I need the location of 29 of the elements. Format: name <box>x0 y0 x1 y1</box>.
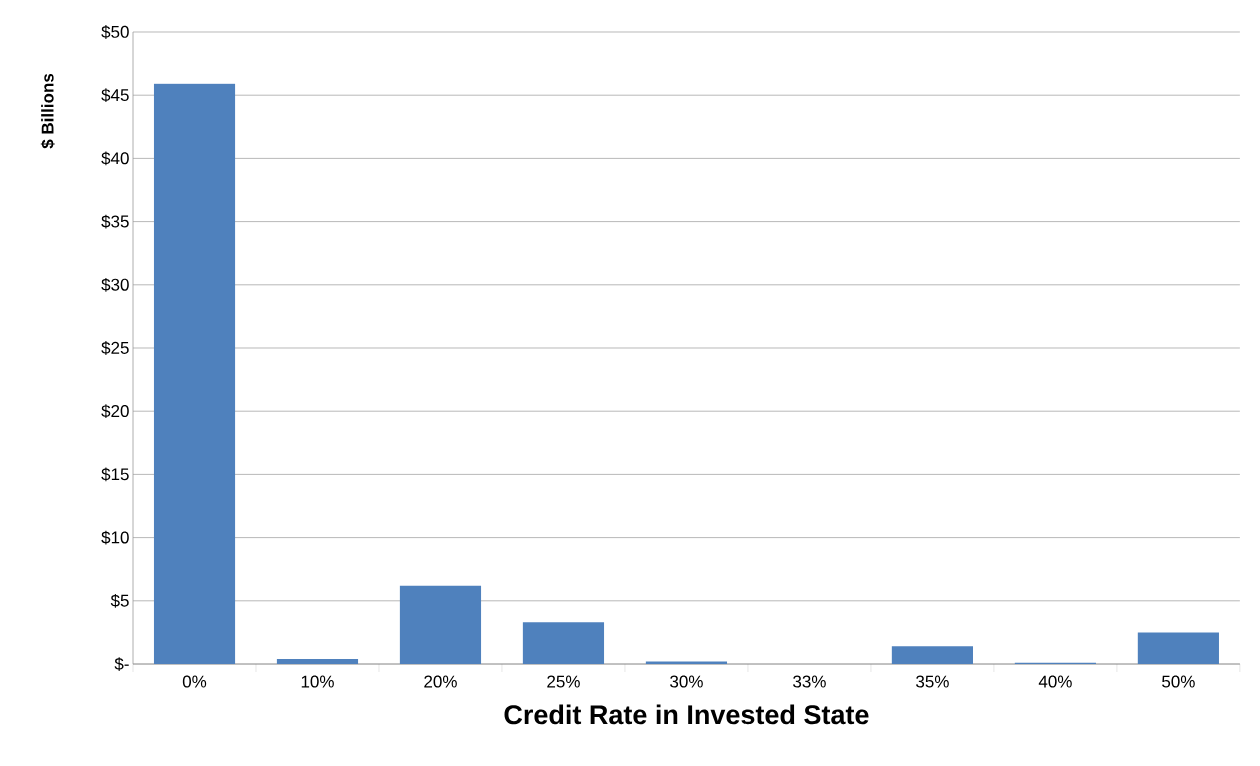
bar <box>1137 632 1219 664</box>
y-tick-label: $40 <box>101 151 129 166</box>
bar <box>399 585 482 664</box>
bar <box>522 622 605 664</box>
x-tick-label: 25% <box>547 675 580 688</box>
y-axis-title: $ Billions <box>40 73 55 149</box>
y-tick-label: $10 <box>101 530 129 545</box>
x-tick-label: 35% <box>916 675 949 688</box>
y-tick-label: $45 <box>101 88 129 103</box>
x-tick-label: 30% <box>670 675 703 688</box>
x-axis-title: Credit Rate in Invested State <box>504 704 869 725</box>
y-tick-label: $20 <box>101 404 129 419</box>
x-tick-label: 50% <box>1162 675 1195 688</box>
bar <box>891 646 973 664</box>
y-tick-label: $35 <box>101 214 129 229</box>
y-tick-label: $30 <box>101 277 129 292</box>
bar <box>153 83 236 664</box>
y-tick-label: $5 <box>110 593 129 608</box>
y-tick-label: $- <box>114 657 129 671</box>
y-tick-label: $25 <box>101 341 129 355</box>
x-tick-label: 40% <box>1038 675 1072 688</box>
bar <box>276 658 359 664</box>
x-tick-label: 33% <box>793 675 826 688</box>
y-tick-label: $15 <box>101 467 129 482</box>
y-tick-label: $50 <box>101 25 129 39</box>
x-tick-label: 0% <box>182 675 207 688</box>
x-tick-label: 10% <box>301 675 334 688</box>
x-tick-label: 20% <box>424 675 457 688</box>
bar <box>645 661 728 664</box>
